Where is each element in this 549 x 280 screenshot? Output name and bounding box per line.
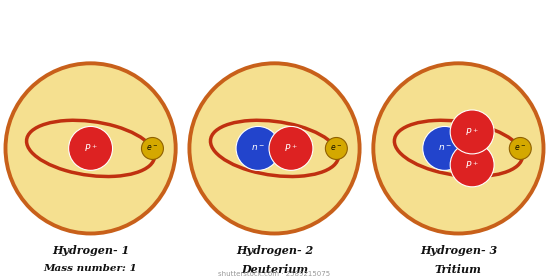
Text: $P^+$: $P^+$ (83, 143, 98, 154)
Text: Hydrogen- 1: Hydrogen- 1 (52, 245, 129, 256)
Ellipse shape (269, 127, 313, 170)
Text: Mass number: 1: Mass number: 1 (44, 264, 137, 273)
Ellipse shape (423, 127, 467, 170)
Text: $e^-$: $e^-$ (147, 144, 159, 153)
Ellipse shape (5, 63, 176, 234)
Text: Hydrogen- 2: Hydrogen- 2 (236, 245, 313, 256)
Text: $P^+$: $P^+$ (465, 159, 479, 171)
Text: $n^-$: $n^-$ (438, 144, 452, 153)
Text: Deuterium: Deuterium (241, 264, 308, 275)
Text: Tritium: Tritium (435, 264, 482, 275)
Text: $e^-$: $e^-$ (330, 144, 343, 153)
Text: $e^-$: $e^-$ (514, 144, 526, 153)
Ellipse shape (236, 127, 280, 170)
Ellipse shape (373, 63, 544, 234)
Text: $P^+$: $P^+$ (284, 143, 298, 154)
Text: shutterstock.com · 2589215075: shutterstock.com · 2589215075 (219, 271, 330, 277)
Text: $n^-$: $n^-$ (251, 144, 265, 153)
Ellipse shape (450, 143, 494, 187)
Ellipse shape (69, 127, 113, 170)
Text: Hydrogen- 3: Hydrogen- 3 (420, 245, 497, 256)
Ellipse shape (142, 137, 164, 159)
Text: $P^+$: $P^+$ (465, 126, 479, 138)
Ellipse shape (189, 63, 360, 234)
Ellipse shape (450, 110, 494, 154)
Ellipse shape (326, 137, 348, 159)
Ellipse shape (509, 137, 531, 159)
